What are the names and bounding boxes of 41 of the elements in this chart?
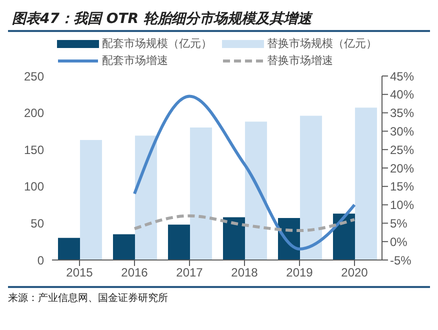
bar: [300, 116, 322, 260]
legend-label: 替换市场规模（亿元）: [267, 36, 377, 51]
y2-tick-label: 20%: [390, 161, 414, 176]
y2-tick-label: 10%: [390, 198, 414, 212]
bar: [355, 108, 377, 260]
bar: [245, 122, 267, 260]
y-tick-label: 0: [37, 253, 44, 268]
legend-label: 配套市场规模（亿元）: [102, 36, 212, 51]
x-tick-label: 2017: [176, 266, 204, 280]
y-tick-label: 50: [30, 216, 44, 230]
y2-tick-label: 25%: [390, 142, 414, 157]
y-tick-label: 200: [24, 106, 44, 120]
line-series: [133, 94, 356, 250]
y2-tick-label: 0%: [390, 234, 408, 249]
x-tick-label: 2018: [231, 266, 258, 280]
bar: [113, 234, 135, 260]
y2-tick-label: -5%: [390, 253, 412, 268]
chart-title: 图表47：我国 OTR 轮胎细分市场规模及其增速: [8, 8, 430, 32]
y2-tick-label: 5%: [390, 216, 408, 230]
x-tick-label: 2020: [341, 266, 368, 280]
y-tick-label: 100: [24, 180, 44, 194]
bar: [58, 238, 80, 260]
x-tick-label: 2019: [286, 266, 314, 280]
y-tick-label: 250: [24, 69, 44, 84]
bar: [168, 224, 190, 260]
y-tick-label: 150: [24, 142, 44, 157]
legend-label: 替换市场增速: [267, 53, 333, 68]
y2-tick-label: 30%: [390, 124, 414, 138]
y2-tick-label: 45%: [390, 69, 414, 84]
source-note: 来源：产业信息网、国金证券研究所: [8, 292, 169, 305]
bar: [190, 128, 212, 260]
legend-label: 配套市场增速: [102, 53, 168, 68]
bar: [223, 217, 245, 260]
x-tick-label: 2016: [121, 266, 148, 280]
y2-tick-label: 15%: [390, 180, 414, 194]
bar: [135, 136, 157, 260]
bar: [80, 140, 102, 260]
line-series: [133, 214, 356, 232]
x-tick-label: 2015: [66, 266, 94, 280]
y2-tick-label: 35%: [390, 106, 414, 120]
y2-tick-label: 40%: [390, 88, 414, 102]
